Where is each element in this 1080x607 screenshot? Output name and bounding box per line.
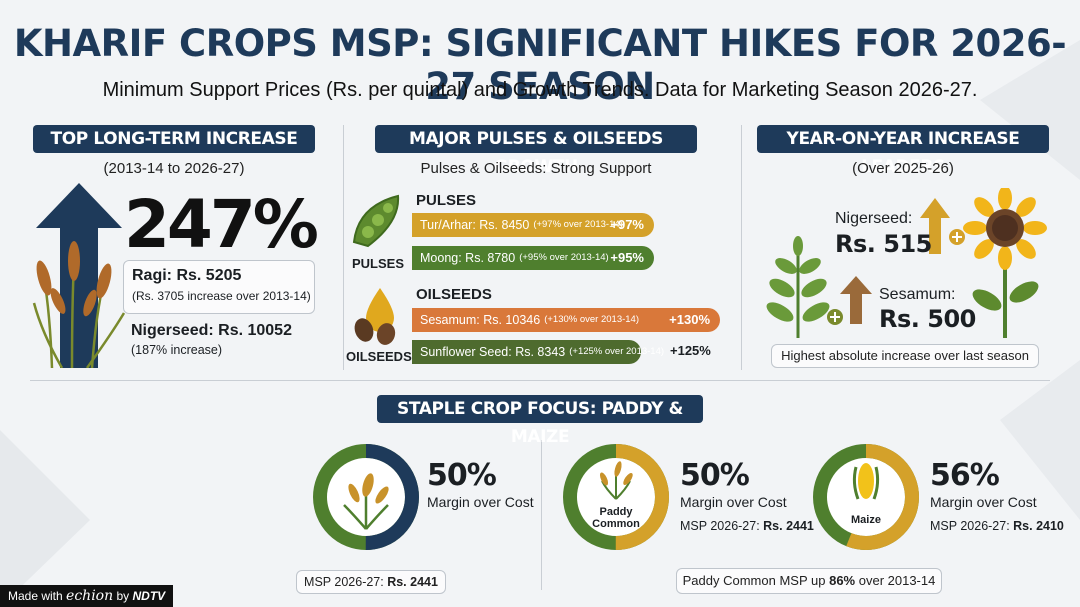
divider <box>30 380 1050 381</box>
yoy-heading: YEAR-ON-YEAR INCREASE LEADERS <box>757 125 1049 177</box>
ring-3-label: Margin over Cost <box>930 494 1037 510</box>
long-term-period: (2013-14 to 2026-27) <box>103 160 245 177</box>
ring-maize-margin <box>813 444 919 550</box>
icon-label-line: Common <box>592 518 640 530</box>
msp-value: Rs. 2441 <box>387 575 438 589</box>
bar-note: (+95% over 2013-14) <box>519 252 609 263</box>
ragi-label: Ragi: Rs. 5205 <box>132 267 242 284</box>
bar-percent: +97% <box>610 217 644 232</box>
msp-value: Rs. 2441 <box>763 519 814 533</box>
ring-2-percent: 50% <box>680 458 750 493</box>
ring-1-label: Margin over Cost <box>427 494 534 510</box>
yoy-nigerseed-value: Rs. 515 <box>835 230 932 258</box>
yoy-sesamum-label: Sesamum: <box>879 286 956 303</box>
pulses-icon-label: PULSES <box>352 256 405 271</box>
page-title: KHARIF CROPS MSP: SIGNIFICANT HIKES FOR … <box>13 22 1067 108</box>
ring-2-msp: MSP 2026-27: Rs. 2441 <box>680 519 814 533</box>
bar-label: Tur/Arhar: Rs. 8450 <box>420 218 530 232</box>
partner-logo: NDTV <box>132 589 166 603</box>
staple-heading: STAPLE CROP FOCUS: PADDY & MAIZE <box>377 395 703 447</box>
ring-2-label: Margin over Cost <box>680 494 787 510</box>
bar-note: (+130% over 2013-14) <box>544 314 639 325</box>
ring-1-percent: 50% <box>427 458 497 493</box>
msp-prefix: MSP 2026-27: <box>680 519 764 533</box>
divider <box>343 125 344 370</box>
ring-3-icon-label: Maize <box>851 514 881 526</box>
bar-note: (+97% over 2013-14) <box>533 219 623 230</box>
oil-drop-seeds-icon <box>354 288 396 345</box>
bar-tur-arhar: Tur/Arhar: Rs. 8450 (+97% over 2013-14) +9… <box>412 213 654 237</box>
long-term-heading: TOP LONG-TERM INCREASE <box>33 125 315 153</box>
oilseeds-title: OILSEEDS <box>416 286 492 303</box>
nigerseed-note: (187% increase) <box>131 343 223 357</box>
divider <box>541 440 542 590</box>
by-text: by <box>116 589 130 603</box>
pulses-title: PULSES <box>416 192 477 209</box>
note-suffix: over 2013-14 <box>855 573 936 588</box>
yoy-period: (Over 2025-26) <box>852 160 954 177</box>
bar-percent: +95% <box>610 250 644 265</box>
note-prefix: Paddy Common MSP up <box>682 573 830 588</box>
up-arrow-icon <box>920 198 950 254</box>
bar-percent: +130% <box>669 312 710 327</box>
ragi-callout: Ragi: Rs. 5205 (Rs. 3705 increase over 2… <box>123 260 315 314</box>
sunflower-percent: +125% <box>670 343 711 358</box>
yoy-note: Highest absolute increase over last seas… <box>771 344 1039 368</box>
ring-paddy-margin <box>313 444 419 550</box>
note-bold: 86% <box>829 573 856 588</box>
ring-2-icon-label: Paddy Common <box>562 506 670 530</box>
pulses-oilseeds-subheading: Pulses & Oilseeds: Strong Support <box>420 160 652 177</box>
oilseeds-icon-label: OILSEEDS <box>346 349 412 364</box>
icon-label-line: Paddy <box>599 506 633 518</box>
sunflower-icon <box>963 188 1047 338</box>
growth-bars: Tur/Arhar: Rs. 8450 (+97% over 2013-14) +9… <box>412 0 732 607</box>
ragi-note: (Rs. 3705 increase over 2013-14) <box>132 289 311 303</box>
msp-value: Rs. 2410 <box>1013 519 1064 533</box>
bar-label: Moong: Rs. 8780 <box>420 251 516 265</box>
nigerseed-label: Nigerseed: Rs. 10052 <box>131 322 292 339</box>
bar-moong: Moong: Rs. 8780 (+95% over 2013-14) +95% <box>412 246 654 270</box>
long-term-percent: 247% <box>124 186 319 263</box>
maize-icon <box>852 463 880 500</box>
paddy-icon <box>599 461 633 500</box>
rice-plant-icon <box>343 473 389 530</box>
yoy-sesamum-value: Rs. 500 <box>879 305 976 333</box>
bar-label: Sesamum: Rs. 10346 <box>420 313 541 327</box>
divider <box>741 125 742 370</box>
made-with-text: Made with <box>8 589 63 603</box>
plus-icon <box>827 309 843 325</box>
msp-prefix: MSP 2026-27: <box>930 519 1014 533</box>
pea-pod-icon <box>352 194 400 248</box>
brand-logo: echion <box>66 588 114 604</box>
pulses-oilseeds-heading: MAJOR PULSES & OILSEEDS GROWTH <box>375 125 697 177</box>
plus-icon <box>949 229 965 245</box>
ring-paddy-common-margin <box>563 444 669 550</box>
ring-3-msp: MSP 2026-27: Rs. 2410 <box>930 519 1064 533</box>
bar-label: Sunflower Seed: Rs. 8343 <box>420 345 566 359</box>
paddy-common-note: Paddy Common MSP up 86% over 2013-14 <box>676 568 942 594</box>
made-with-badge[interactable]: Made with echion by NDTV <box>0 585 174 607</box>
bar-note: (+125% over 2013-14) <box>569 346 665 357</box>
msp-prefix: MSP 2026-27: <box>304 575 388 589</box>
bar-sesamum: Sesamum: Rs. 10346 (+130% over 2013-14) +1… <box>412 308 720 332</box>
left-msp-note: MSP 2026-27: Rs. 2441 <box>296 570 446 594</box>
ring-3-percent: 56% <box>930 458 1000 493</box>
page-subtitle: Minimum Support Prices (Rs. per quintal)… <box>102 79 978 101</box>
sesame-plant-icon <box>766 236 830 338</box>
up-arrow-wheat-icon <box>32 183 126 368</box>
up-arrow-icon <box>840 276 872 324</box>
yoy-nigerseed-label: Nigerseed: <box>835 210 913 227</box>
bar-sunflower: Sunflower Seed: Rs. 8343 (+125% over 2013… <box>412 340 664 364</box>
